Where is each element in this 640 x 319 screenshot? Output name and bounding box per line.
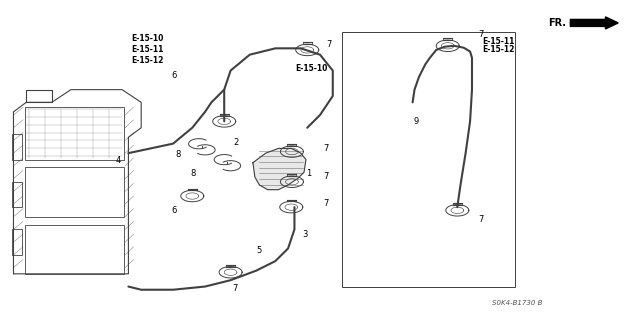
Text: FR.: FR. xyxy=(548,18,566,28)
Text: E-15-12: E-15-12 xyxy=(132,56,164,65)
Text: E-15-10: E-15-10 xyxy=(296,64,328,73)
Bar xyxy=(342,33,515,286)
Text: E-15-11: E-15-11 xyxy=(482,37,515,46)
Text: 6: 6 xyxy=(172,206,177,215)
Text: 8: 8 xyxy=(175,150,180,159)
Text: 3: 3 xyxy=(302,230,307,239)
Text: 7: 7 xyxy=(478,215,484,224)
Bar xyxy=(25,167,124,217)
Text: 9: 9 xyxy=(413,117,419,126)
Text: 7: 7 xyxy=(323,173,328,182)
Polygon shape xyxy=(253,148,306,190)
Text: 2: 2 xyxy=(234,137,239,146)
Text: 6: 6 xyxy=(172,71,177,80)
Bar xyxy=(25,225,124,274)
Text: 5: 5 xyxy=(256,246,261,255)
Bar xyxy=(12,134,22,160)
Text: 7: 7 xyxy=(326,40,332,49)
Bar xyxy=(25,107,124,160)
Bar xyxy=(12,182,22,207)
Text: 7: 7 xyxy=(232,284,237,293)
Text: S0K4-B1730 B: S0K4-B1730 B xyxy=(492,300,543,306)
Text: 7: 7 xyxy=(478,31,484,40)
Text: E-15-12: E-15-12 xyxy=(482,45,515,55)
Text: 7: 7 xyxy=(323,199,328,208)
Text: E-15-10: E-15-10 xyxy=(132,34,164,43)
Text: 4: 4 xyxy=(115,156,121,165)
Text: 7: 7 xyxy=(323,144,328,153)
Text: 8: 8 xyxy=(190,169,196,178)
Bar xyxy=(12,229,22,255)
Text: 1: 1 xyxy=(306,169,311,178)
Text: E-15-11: E-15-11 xyxy=(132,45,164,55)
FancyArrow shape xyxy=(570,17,618,29)
